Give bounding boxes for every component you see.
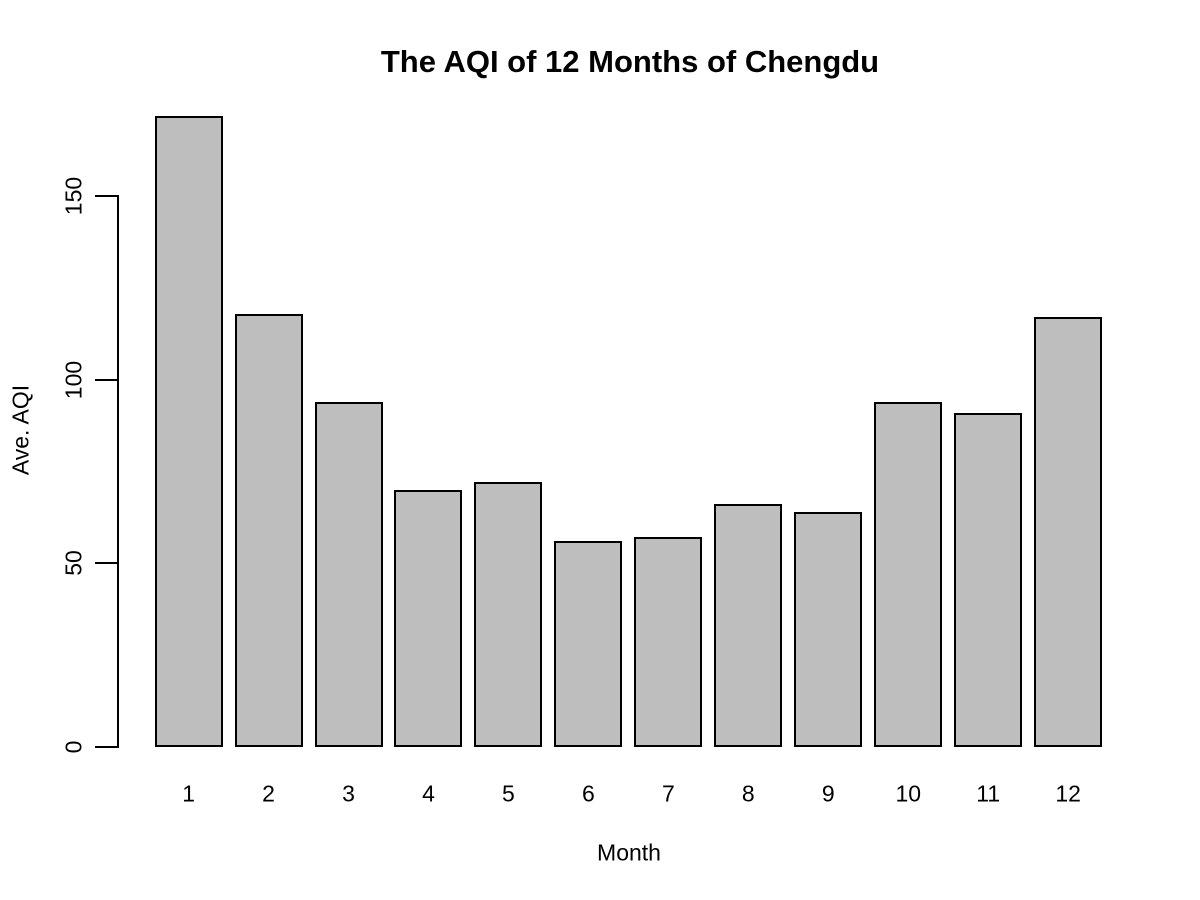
x-tick-label: 10 [895, 780, 922, 807]
bar-month-4 [394, 489, 463, 748]
x-tick-label: 9 [821, 780, 835, 807]
y-axis-tick [95, 745, 118, 748]
bar-month-11 [954, 412, 1023, 748]
bar-month-2 [234, 313, 303, 748]
chart-title: The AQI of 12 Months of Chengdu [380, 44, 880, 79]
bar-month-3 [314, 401, 383, 748]
x-tick-label: 3 [342, 780, 355, 807]
y-tick-label: 100 [60, 360, 87, 399]
bar-month-9 [794, 511, 863, 748]
y-tick-label: 50 [60, 550, 87, 576]
bar-month-5 [474, 482, 543, 748]
y-tick-label: 150 [60, 177, 87, 216]
x-tick-label: 8 [741, 780, 755, 807]
y-axis-line [117, 195, 119, 748]
x-tick-label: 7 [661, 780, 675, 807]
y-axis-tick [95, 378, 118, 381]
x-axis-title: Month [597, 839, 661, 866]
x-tick-label: 2 [262, 780, 275, 807]
y-axis-tick [95, 195, 118, 198]
x-tick-label: 12 [1055, 780, 1081, 807]
bar-month-10 [874, 401, 943, 748]
x-tick-label: 11 [976, 780, 1001, 807]
bar-month-12 [1034, 317, 1103, 748]
y-axis-tick [95, 562, 118, 565]
y-tick-label: 0 [60, 740, 87, 753]
x-tick-label: 1 [182, 780, 195, 807]
x-tick-label: 4 [422, 780, 435, 807]
bar-month-1 [154, 115, 223, 748]
y-axis-title: Ave. AQI [7, 384, 34, 476]
x-tick-label: 5 [502, 780, 515, 807]
bar-month-6 [554, 541, 623, 748]
bar-month-7 [634, 537, 703, 748]
x-tick-label: 6 [581, 780, 595, 807]
bar-month-8 [714, 504, 783, 748]
